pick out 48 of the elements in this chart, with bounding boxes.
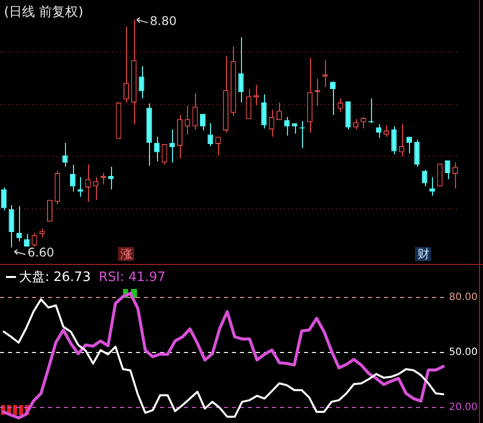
candlestick bbox=[276, 102, 282, 121]
candlestick bbox=[452, 162, 458, 189]
candlestick bbox=[330, 81, 336, 116]
candlestick bbox=[345, 100, 351, 130]
candlestick bbox=[414, 139, 420, 168]
annotation: 涨 bbox=[118, 247, 134, 261]
candlestick bbox=[352, 118, 358, 130]
candlestick bbox=[261, 94, 267, 129]
candlestick bbox=[162, 143, 168, 166]
candlestick bbox=[154, 136, 160, 162]
candlestick bbox=[1, 186, 7, 211]
candlestick bbox=[391, 126, 397, 155]
candlestick bbox=[62, 142, 68, 168]
annotation: 8.80 bbox=[150, 14, 177, 28]
candlestick bbox=[215, 136, 221, 156]
candlestick bbox=[138, 66, 144, 99]
legend-label: 大盘: 26.73 bbox=[19, 270, 91, 285]
candlestick bbox=[16, 206, 22, 242]
candlestick bbox=[169, 128, 175, 164]
candlestick bbox=[200, 113, 206, 131]
candlestick bbox=[85, 164, 91, 202]
ref-line-label: 50.00 bbox=[449, 347, 478, 358]
annotation: 财 bbox=[415, 247, 432, 261]
candlestick bbox=[92, 176, 98, 200]
candlestick bbox=[208, 122, 214, 147]
candlestick bbox=[123, 26, 129, 104]
candlestick bbox=[238, 36, 244, 104]
candlestick bbox=[406, 136, 412, 154]
candlestick bbox=[184, 105, 190, 136]
ref-line-label: 80.00 bbox=[449, 292, 478, 304]
candlestick bbox=[70, 164, 76, 192]
candlestick bbox=[8, 204, 14, 248]
candlestick bbox=[398, 124, 404, 157]
series-label: RSI: 41.97 bbox=[98, 270, 166, 285]
candlestick bbox=[246, 88, 252, 120]
candlestick bbox=[32, 232, 38, 247]
chart-title: (日线 前复权) bbox=[4, 4, 84, 21]
candlestick bbox=[376, 124, 382, 138]
candlestick bbox=[360, 116, 366, 129]
candlestick bbox=[384, 124, 390, 138]
candlestick bbox=[422, 169, 428, 187]
candlestick bbox=[284, 116, 290, 136]
candlestick bbox=[268, 109, 274, 138]
annotation: 6.60 bbox=[27, 246, 54, 260]
candlestick bbox=[338, 98, 344, 112]
candlestick bbox=[192, 92, 198, 130]
candlestick bbox=[444, 160, 450, 180]
ref-line-label: 20.00 bbox=[449, 402, 478, 414]
